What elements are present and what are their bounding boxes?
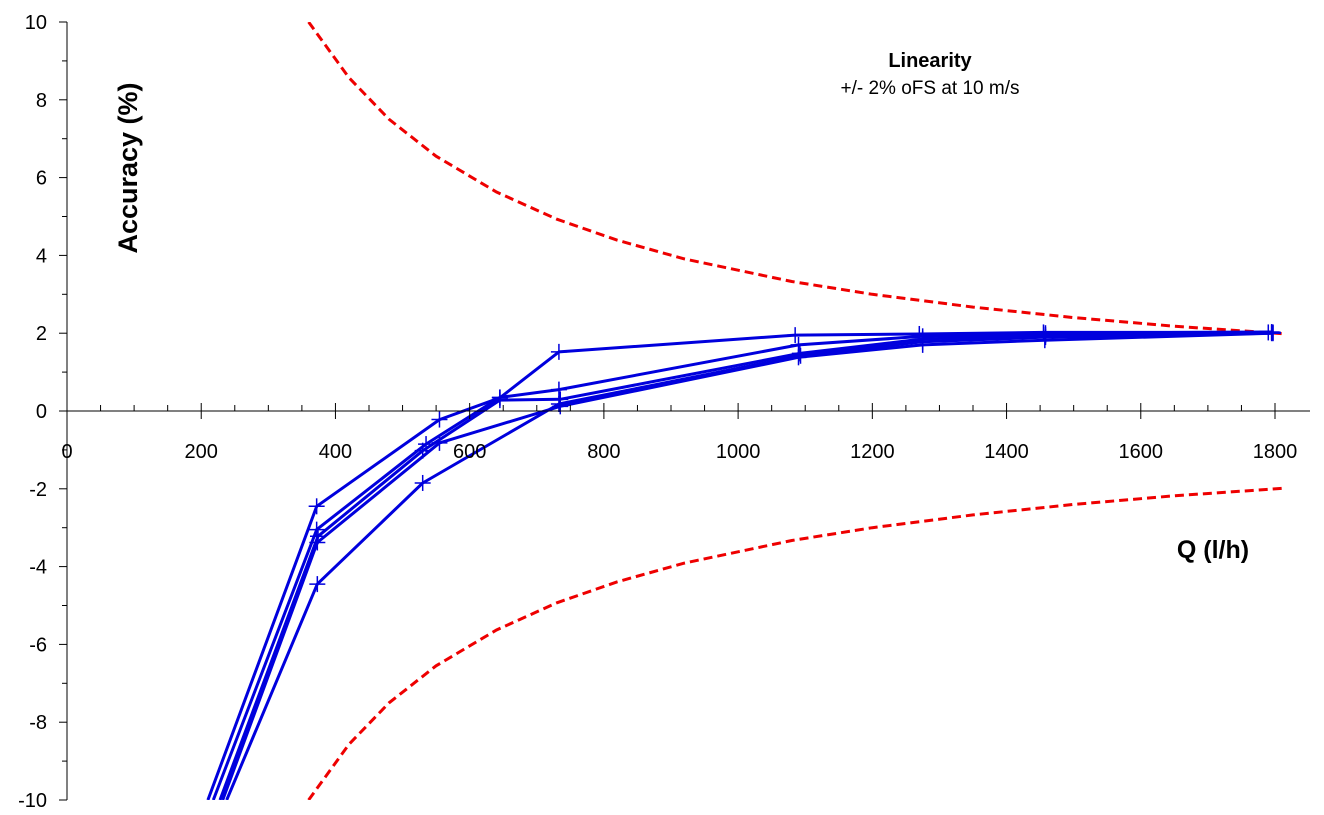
data-point [308, 498, 325, 515]
data-point [1037, 329, 1054, 346]
measurement-series [206, 324, 1281, 800]
y-tick-label: -6 [29, 634, 47, 656]
lower-limit-curve [307, 486, 1282, 800]
x-tick-label: 1200 [850, 441, 895, 463]
limit-curves [307, 22, 1282, 800]
x-tick-label: 600 [453, 441, 486, 463]
axes [59, 21, 1310, 801]
x-tick-label: 1800 [1253, 441, 1298, 463]
x-tick-label: 0 [61, 441, 72, 463]
x-tick-label: 1400 [984, 441, 1029, 463]
series-2 [211, 324, 1280, 800]
y-tick-label: 0 [36, 401, 47, 423]
tick-labels: -10 -8 -6 -4 -2 0 2 4 6 8 10 0 200 400 600 800 1000 1200 1… [18, 12, 1297, 812]
y-tick-label: 4 [36, 245, 47, 267]
y-axis-title: Accuracy (%) [113, 82, 143, 253]
data-point [309, 576, 326, 593]
data-point [550, 381, 567, 398]
data-point [1263, 325, 1280, 342]
data-point [550, 395, 567, 412]
y-tick-label: 6 [36, 168, 47, 190]
series-5 [225, 325, 1280, 800]
upper-limit-curve [307, 22, 1282, 336]
y-tick-label: -2 [29, 479, 47, 501]
series-4 [221, 325, 1281, 800]
x-tick-label: 400 [319, 441, 352, 463]
y-tick-label: -10 [18, 790, 47, 812]
series-line [225, 331, 1272, 800]
x-tick-label: 200 [185, 441, 218, 463]
data-point [491, 392, 508, 409]
data-point [550, 343, 567, 360]
x-tick-label: 1600 [1119, 441, 1164, 463]
data-point [914, 333, 931, 350]
data-point [414, 474, 431, 491]
series-line [211, 330, 1272, 800]
x-axis-title: Q (l/h) [1177, 536, 1249, 564]
series-line [221, 331, 1274, 800]
y-tick-label: -4 [29, 557, 47, 579]
data-point [787, 327, 804, 344]
series-line [218, 330, 1274, 800]
annotation-title: Linearity [888, 50, 972, 72]
data-point [431, 411, 448, 428]
series-line [206, 330, 1269, 800]
annotation-subtitle: +/- 2% oFS at 10 m/s [841, 78, 1020, 99]
y-tick-label: 2 [36, 323, 47, 345]
data-point [431, 434, 448, 451]
y-tick-label: 8 [36, 90, 47, 112]
y-tick-label: 10 [25, 12, 47, 34]
series-1 [206, 324, 1277, 800]
x-tick-label: 800 [587, 441, 620, 463]
data-point [309, 534, 326, 551]
x-tick-label: 1000 [716, 441, 761, 463]
y-tick-label: -8 [29, 712, 47, 734]
series-3 [218, 324, 1281, 800]
data-point [792, 347, 809, 364]
